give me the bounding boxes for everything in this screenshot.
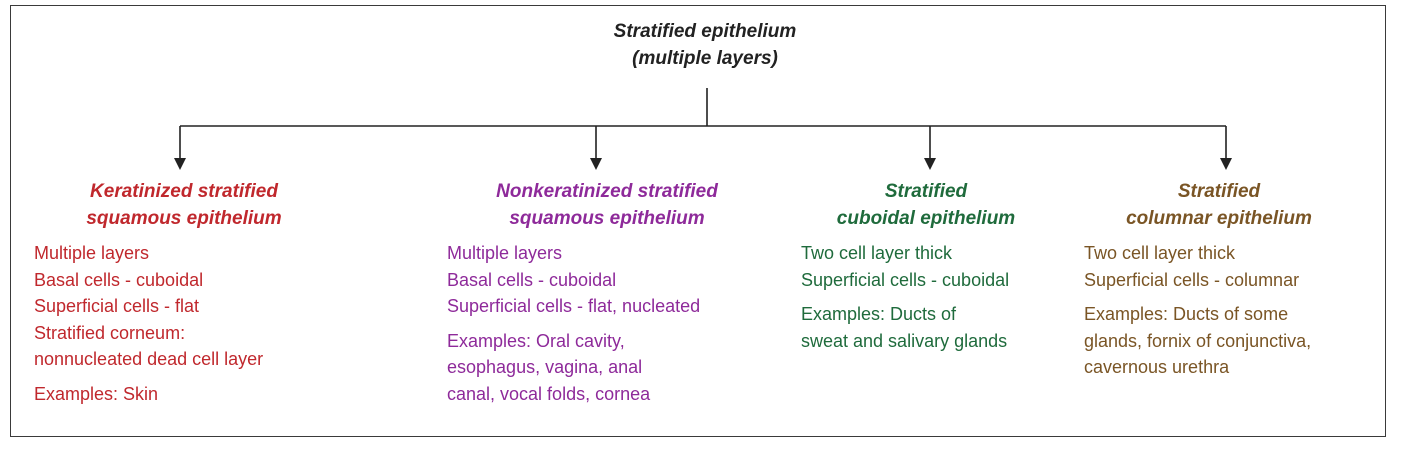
feature-item: Superficial cells - flat xyxy=(34,296,200,316)
examples-text: Examples: Ducts of sweat and salivary gl… xyxy=(801,301,1061,354)
branch-keratinized: Keratinized stratified squamous epitheli… xyxy=(34,178,334,407)
branch-arrow-1 xyxy=(174,126,186,170)
examples-line: glands, fornix of conjunctiva, xyxy=(1084,330,1312,351)
root-title-line1: Stratified epithelium xyxy=(613,21,797,42)
examples-line: Examples: Oral cavity, xyxy=(447,330,625,351)
feature-item: Multiple layers xyxy=(447,243,563,263)
branch-title: Stratified columnar epithelium xyxy=(1064,178,1374,232)
feature-item: Superficial cells - cuboidal xyxy=(801,269,1010,290)
feature-list: Two cell layer thick Superficial cells -… xyxy=(1084,240,1374,293)
examples-line: cavernous urethra xyxy=(1084,357,1230,377)
branch-title-line1: Keratinized stratified xyxy=(90,181,278,202)
feature-item: Superficial cells - flat, nucleated xyxy=(447,296,701,316)
examples-line: sweat and salivary glands xyxy=(801,330,1008,351)
examples-line: Examples: Ducts of some xyxy=(1084,304,1289,324)
examples-line: canal, vocal folds, cornea xyxy=(447,383,651,404)
feature-list: Multiple layers Basal cells - cuboidal S… xyxy=(34,240,334,373)
branch-cuboidal: Stratified cuboidal epithelium Two cell … xyxy=(801,178,1061,354)
branch-nonkeratinized: Nonkeratinized stratified squamous epith… xyxy=(447,178,767,407)
examples-text: Examples: Oral cavity, esophagus, vagina… xyxy=(447,328,767,408)
feature-item: Basal cells - cuboidal xyxy=(34,269,204,290)
feature-item: Stratified corneum: xyxy=(34,322,186,343)
feature-item: Two cell layer thick xyxy=(801,243,953,263)
branch-arrow-3 xyxy=(924,126,936,170)
examples-line: Examples: Ducts of xyxy=(801,304,957,324)
feature-item: Multiple layers xyxy=(34,243,150,263)
feature-list: Two cell layer thick Superficial cells -… xyxy=(801,240,1061,293)
root-title-line2: (multiple layers) xyxy=(632,48,778,69)
diagram-frame xyxy=(10,5,1386,437)
examples-line: esophagus, vagina, anal xyxy=(447,357,643,377)
branch-title-line1: Nonkeratinized stratified xyxy=(496,181,718,202)
examples-line: Examples: Skin xyxy=(34,383,159,404)
feature-item: nonnucleated dead cell layer xyxy=(34,349,264,369)
branch-title-line1: Stratified xyxy=(884,181,968,202)
branch-title: Keratinized stratified squamous epitheli… xyxy=(34,178,334,232)
branch-title-line1: Stratified xyxy=(1177,181,1261,202)
feature-item: Basal cells - cuboidal xyxy=(447,269,617,290)
feature-item: Superficial cells - columnar xyxy=(1084,269,1300,290)
feature-item: Two cell layer thick xyxy=(1084,243,1236,263)
branch-columnar: Stratified columnar epithelium Two cell … xyxy=(1084,178,1374,381)
branch-arrow-4 xyxy=(1220,126,1232,170)
branch-title: Stratified cuboidal epithelium xyxy=(791,178,1061,232)
feature-list: Multiple layers Basal cells - cuboidal S… xyxy=(447,240,767,320)
examples-text: Examples: Ducts of some glands, fornix o… xyxy=(1084,301,1374,381)
root-node: Stratified epithelium (multiple layers) xyxy=(500,18,910,72)
branch-title-line2: squamous epithelium xyxy=(509,208,705,229)
branch-arrow-2 xyxy=(590,126,602,170)
branch-title: Nonkeratinized stratified squamous epith… xyxy=(447,178,767,232)
branch-title-line2: squamous epithelium xyxy=(86,208,282,229)
examples-text: Examples: Skin xyxy=(34,381,334,408)
branch-title-line2: columnar epithelium xyxy=(1126,208,1312,229)
branch-title-line2: cuboidal epithelium xyxy=(836,208,1016,229)
